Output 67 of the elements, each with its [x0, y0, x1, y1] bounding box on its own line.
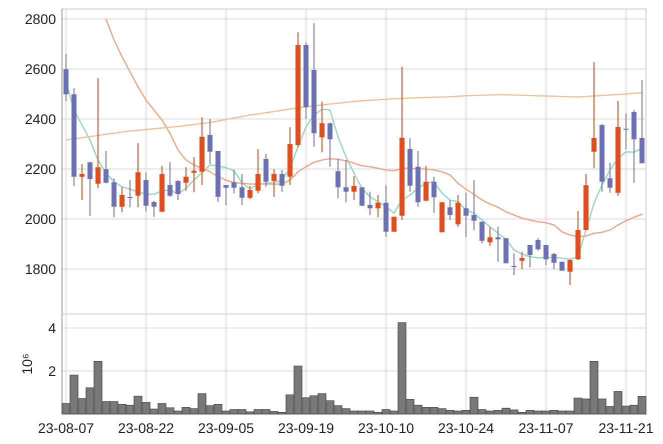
candlestick — [424, 166, 428, 202]
candlestick — [392, 216, 396, 232]
y-tick-label: 2200 — [24, 160, 56, 177]
candlestick — [536, 238, 540, 252]
candlestick — [256, 148, 260, 194]
candlestick — [152, 200, 156, 218]
candlestick — [208, 118, 212, 164]
candlestick — [624, 112, 628, 150]
candlestick — [528, 244, 532, 268]
candlestick — [168, 162, 172, 198]
candlestick — [488, 226, 492, 246]
candlestick — [104, 150, 108, 184]
candlestick — [472, 180, 476, 230]
candlestick — [136, 142, 140, 208]
candlestick — [192, 156, 196, 193]
line-series — [65, 92, 643, 141]
candlestick — [80, 164, 84, 200]
y-axis-title: 10⁶ — [19, 353, 35, 375]
candlestick — [608, 162, 612, 194]
candlestick — [352, 176, 356, 200]
candlestick — [496, 226, 500, 262]
candlestick — [344, 160, 348, 203]
y-tick-label: 2400 — [24, 110, 56, 127]
candlestick — [120, 186, 124, 213]
candlestick — [224, 184, 228, 206]
candlestick — [176, 180, 180, 200]
candlestick — [96, 78, 100, 189]
candlestick — [128, 180, 132, 208]
candlestick — [568, 258, 572, 286]
candlestick — [184, 166, 188, 192]
y-tick-label: 2600 — [24, 60, 56, 77]
candlestick — [232, 170, 236, 194]
x-tick-label: 23-11-07 — [518, 420, 574, 436]
x-tick-label: 23-08-07 — [38, 420, 94, 436]
candlestick — [544, 244, 548, 266]
y-tick-label: 4 — [48, 320, 56, 336]
candlestick — [592, 62, 596, 169]
candlestick — [464, 192, 468, 238]
x-tick-label: 23-09-05 — [198, 420, 254, 436]
line-series — [105, 18, 643, 238]
candlestick — [88, 162, 92, 216]
x-tick-label: 23-08-22 — [118, 420, 174, 436]
candlestick — [552, 252, 556, 270]
candlestick — [264, 154, 268, 188]
x-tick-label: 23-10-24 — [438, 420, 494, 436]
candlestick — [336, 158, 340, 199]
candlestick — [328, 122, 332, 168]
candlestick — [432, 176, 436, 214]
y-tick-label: 2000 — [24, 210, 56, 227]
candlestick — [512, 252, 516, 276]
candlestick — [272, 168, 276, 198]
x-tick-label: 23-10-10 — [358, 420, 414, 436]
candlestick — [520, 251, 524, 270]
y-tick-label: 2800 — [24, 10, 56, 27]
candlestick — [368, 191, 372, 216]
x-tick-label: 23-11-21 — [598, 420, 654, 436]
candlestick — [480, 221, 484, 244]
candlestick — [448, 200, 452, 220]
candlestick — [320, 101, 324, 153]
candlestick — [280, 170, 284, 192]
y-tick-label: 1800 — [24, 260, 56, 277]
candlestick — [240, 174, 244, 206]
candlestick — [456, 194, 460, 228]
y-tick-label: 2 — [48, 362, 56, 379]
candlestick — [376, 194, 380, 218]
x-tick-label: 23-09-19 — [278, 420, 334, 436]
candlestick — [248, 186, 252, 200]
